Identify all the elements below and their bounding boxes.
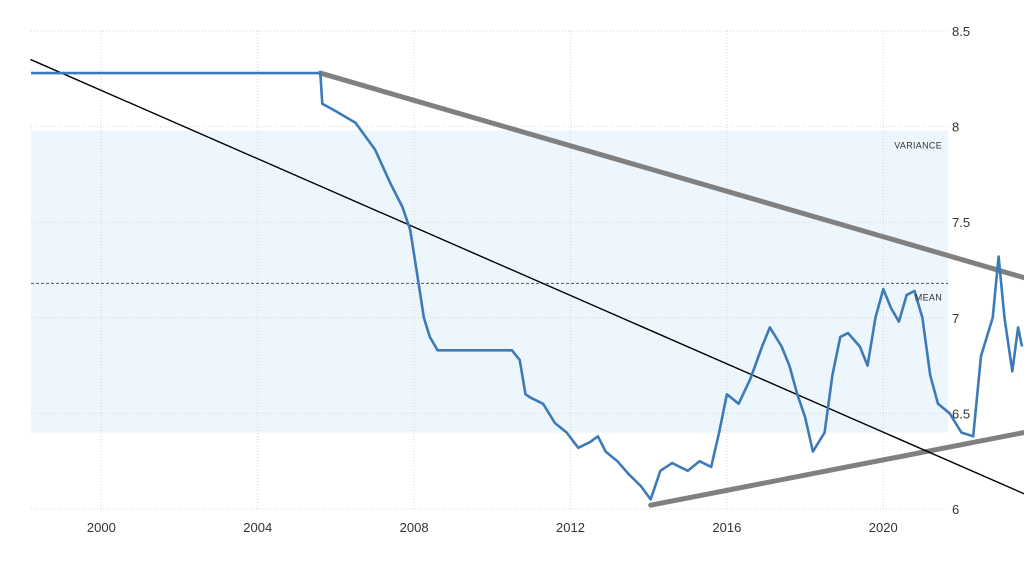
x-tick-label: 2020 [869,520,898,535]
x-tick-label: 2012 [556,520,585,535]
trendline-regression [30,58,1024,495]
y-tick-label: 6 [952,502,959,517]
variance-band-layer [31,130,948,433]
series-line [31,71,1024,501]
mean-label: MEAN [915,292,942,302]
y-tick-label: 8 [952,120,959,135]
trendline-upper-channel [317,70,1024,281]
trendline-layer [30,58,1024,508]
series-layer [31,71,1024,501]
x-tick-label: 2000 [87,520,116,535]
y-tick-label: 7 [952,311,959,326]
x-axis-ticks: 2000 2004 2008 2012 2016 2020 [87,520,898,535]
x-tick-label: 2008 [400,520,429,535]
x-tick-label: 2016 [712,520,741,535]
x-tick-label: 2004 [243,520,272,535]
y-tick-label: 7.5 [952,215,970,230]
y-tick-label: 6.5 [952,406,970,421]
trendline-lower-channel [648,430,1024,508]
y-axis-ticks: 6 6.5 7 7.5 8 8.5 [952,24,970,517]
variance-band [31,130,948,433]
variance-label: VARIANCE [894,140,942,150]
y-tick-label: 8.5 [952,24,970,39]
